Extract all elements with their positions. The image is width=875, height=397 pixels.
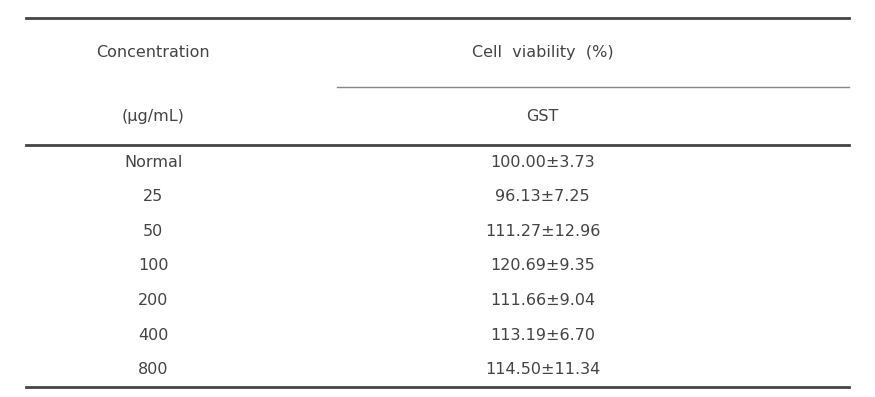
Text: 114.50±11.34: 114.50±11.34 (485, 362, 600, 377)
Text: 50: 50 (143, 224, 164, 239)
Text: 111.27±12.96: 111.27±12.96 (485, 224, 600, 239)
Text: 200: 200 (138, 293, 168, 308)
Text: 25: 25 (143, 189, 164, 204)
Text: 100.00±3.73: 100.00±3.73 (490, 155, 595, 170)
Text: 400: 400 (138, 328, 168, 343)
Text: 100: 100 (138, 258, 168, 274)
Text: Cell  viability  (%): Cell viability (%) (472, 45, 613, 60)
Text: 120.69±9.35: 120.69±9.35 (490, 258, 595, 274)
Text: Normal: Normal (124, 155, 182, 170)
Text: 96.13±7.25: 96.13±7.25 (495, 189, 590, 204)
Text: 111.66±9.04: 111.66±9.04 (490, 293, 595, 308)
Text: GST: GST (527, 109, 559, 123)
Text: (μg/mL): (μg/mL) (122, 109, 185, 123)
Text: 800: 800 (138, 362, 168, 377)
Text: Concentration: Concentration (96, 45, 210, 60)
Text: 113.19±6.70: 113.19±6.70 (490, 328, 595, 343)
